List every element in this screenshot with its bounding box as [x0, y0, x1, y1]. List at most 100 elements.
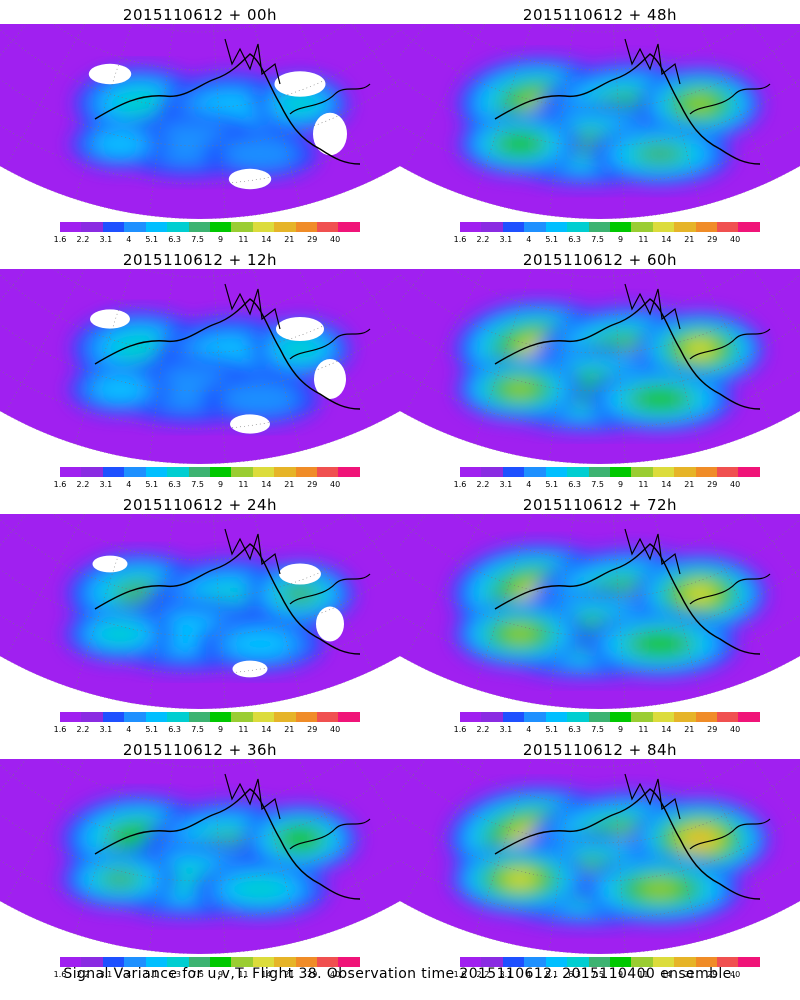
colorbar-swatch — [295, 467, 318, 477]
colorbar-swatch — [295, 222, 318, 232]
colorbar-tick-label: 4 — [526, 970, 532, 979]
colorbar-tick-label: 21 — [684, 235, 695, 244]
colorbar — [60, 222, 360, 232]
colorbar-tick-label: 40 — [330, 480, 341, 489]
colorbar-swatch — [60, 957, 82, 967]
colorbar-swatch — [609, 222, 632, 232]
colorbar-swatch — [545, 467, 568, 477]
colorbar-swatch — [502, 957, 525, 967]
variance-map — [0, 24, 400, 219]
colorbar-tick-label: 29 — [707, 970, 718, 979]
colorbar-swatch — [738, 222, 760, 232]
colorbar-tick-label: 14 — [661, 235, 672, 244]
colorbar-tick-label: 29 — [707, 235, 718, 244]
coastline — [494, 543, 761, 655]
colorbar-swatch — [545, 712, 568, 722]
colorbar-tick-label: 7.5 — [591, 480, 604, 489]
colorbar-labels: 1.6 2.2 3.1 4 5.1 6.3 7.5 9 11 14 21 29 40 — [45, 235, 345, 245]
colorbar-tick-label: 29 — [307, 970, 318, 979]
colorbar-tick-label: 7.5 — [591, 725, 604, 734]
colorbar-swatch — [738, 712, 760, 722]
colorbar-tick-label: 5.1 — [145, 235, 159, 244]
colorbar-tick-label: 4 — [526, 235, 532, 244]
variance-map — [0, 759, 400, 954]
map-domain — [400, 514, 800, 709]
forecast-panel: 2015110612 + 36h 1.6 2.2 3.1 4 5.1 6.3 7.5 9 11 14… — [0, 735, 400, 980]
colorbar-tick-label: 11 — [238, 725, 249, 734]
colorbar-swatch — [609, 712, 632, 722]
colorbar-tick-label: 9 — [217, 725, 224, 734]
colorbar-swatch — [524, 712, 546, 722]
colorbar-swatch — [481, 467, 503, 477]
colorbar-tick-label: 5.1 — [145, 480, 159, 489]
colorbar-swatch — [588, 222, 610, 232]
colorbar-swatch — [188, 957, 210, 967]
colorbar-tick-label: 14 — [261, 480, 272, 489]
colorbar-swatch — [524, 957, 546, 967]
colorbar-swatch — [317, 957, 339, 967]
colorbar-swatch — [338, 467, 360, 477]
colorbar-tick-label: 1.6 — [53, 970, 67, 979]
colorbar-tick-label: 21 — [284, 970, 295, 979]
colorbar-swatch — [209, 957, 232, 967]
colorbar-tick-label: 11 — [638, 235, 649, 244]
colorbar-tick-label: 9 — [217, 970, 224, 979]
panel-title: 2015110612 + 84h — [522, 741, 678, 759]
colorbar — [460, 467, 760, 477]
colorbar-tick-label: 29 — [307, 725, 318, 734]
colorbar-tick-label: 7.5 — [191, 725, 204, 734]
coastline — [94, 788, 361, 900]
colorbar-tick-label: 11 — [238, 235, 249, 244]
colorbar-swatch — [502, 222, 525, 232]
colorbar-tick-label: 40 — [730, 970, 741, 979]
colorbar-swatch — [674, 957, 696, 967]
colorbar-tick-label: 40 — [730, 480, 741, 489]
colorbar — [460, 712, 760, 722]
colorbar-tick-label: 9 — [617, 235, 624, 244]
colorbar-labels: 1.6 2.2 3.1 4 5.1 6.3 7.5 9 11 14 21 29 40 — [445, 480, 745, 490]
colorbar-tick-label: 40 — [730, 235, 741, 244]
colorbar-swatch — [695, 467, 718, 477]
colorbar-swatch — [124, 222, 146, 232]
colorbar — [460, 222, 760, 232]
coastline — [94, 298, 361, 410]
colorbar-swatch — [545, 957, 568, 967]
forecast-panel: 2015110612 + 00h 1.6 2.2 3.1 4 5.1 6.3 7.5 9 11 14… — [0, 0, 400, 245]
colorbar-tick-label: 11 — [638, 725, 649, 734]
colorbar-swatch — [588, 957, 610, 967]
colorbar-swatch — [609, 957, 632, 967]
colorbar-tick-label: 11 — [638, 480, 649, 489]
colorbar-tick-label: 6.3 — [168, 235, 182, 244]
colorbar-swatch — [60, 222, 82, 232]
colorbar-tick-label: 6.3 — [168, 480, 182, 489]
colorbar-tick-label: 4 — [526, 480, 532, 489]
colorbar-swatch — [567, 222, 589, 232]
colorbar-tick-label: 3.1 — [499, 235, 513, 244]
colorbar-tick-label: 29 — [307, 480, 318, 489]
colorbar-labels: 1.6 2.2 3.1 4 5.1 6.3 7.5 9 11 14 21 29 40 — [445, 970, 745, 980]
coastline — [94, 543, 361, 655]
colorbar-swatch — [274, 467, 296, 477]
colorbar-tick-label: 2.2 — [476, 970, 490, 979]
colorbar-tick-label: 29 — [307, 235, 318, 244]
colorbar-swatch — [567, 957, 589, 967]
colorbar-tick-label: 2.2 — [76, 235, 90, 244]
colorbar-tick-label: 9 — [617, 480, 624, 489]
colorbar-swatch — [167, 712, 189, 722]
colorbar-swatch — [317, 712, 339, 722]
colorbar-swatch — [60, 467, 82, 477]
colorbar-swatch — [481, 957, 503, 967]
colorbar-swatch — [502, 712, 525, 722]
map-domain — [0, 759, 400, 954]
colorbar-tick-label: 11 — [638, 970, 649, 979]
variance-map — [400, 24, 800, 219]
colorbar-tick-label: 14 — [261, 725, 272, 734]
colorbar-swatch — [274, 957, 296, 967]
colorbar-swatch — [167, 957, 189, 967]
colorbar-tick-label: 5.1 — [145, 725, 159, 734]
colorbar-tick-label: 2.2 — [76, 480, 90, 489]
forecast-panel: 2015110612 + 84h 1.6 2.2 3.1 4 5.1 6.3 7.5 9 11 14… — [400, 735, 800, 980]
colorbar-swatch — [124, 712, 146, 722]
colorbar-tick-label: 5.1 — [545, 480, 559, 489]
colorbar-tick-label: 11 — [238, 970, 249, 979]
